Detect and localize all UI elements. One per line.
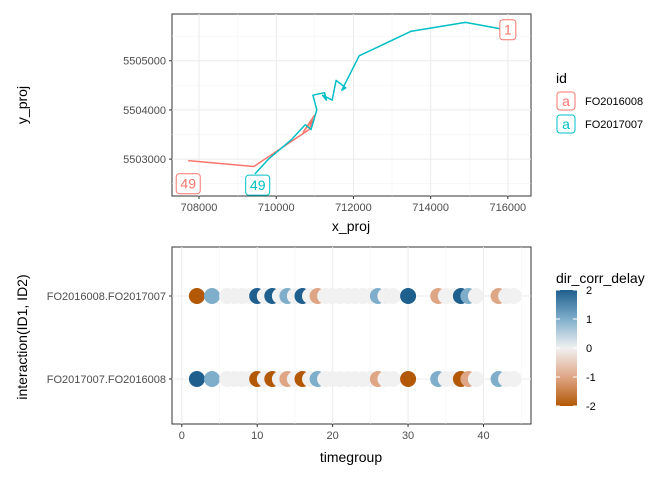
point-FO2017007.FO2016008-t2 <box>188 371 205 387</box>
legend-label: FO2017007 <box>585 119 643 131</box>
bottom-x-tick-label: 40 <box>477 430 489 442</box>
point-FO2017007.FO2016008-t28 <box>385 371 401 387</box>
top-x-tick-label: 712000 <box>335 202 372 214</box>
colorbar-legend: dir_corr_delay 2 1 0 -1 -2 <box>556 270 645 413</box>
point-FO2016008.FO2017007-t39 <box>467 288 484 304</box>
annotation-label: 49 <box>180 176 196 192</box>
annotation-box <box>175 173 201 195</box>
colorbar <box>556 290 577 406</box>
bottom-y-tick-label: FO2016008.FO2017007 <box>47 291 166 303</box>
top-x-tick-label: 708000 <box>181 202 218 214</box>
top-y-tick-label: 5505000 <box>123 56 166 68</box>
legend-key <box>556 91 576 111</box>
bottom-panel: 0 10 20 30 40 FO2017007.FO2016008 FO2016008.F… <box>14 246 532 465</box>
point-FO2016008.FO2017007-t4 <box>204 288 220 304</box>
bottom-x-tick-label: 0 <box>179 430 185 442</box>
top-panel: 1 49 49 708000 710000 712000 714000 716000 550… <box>14 13 532 234</box>
colorbar-tick-label: 0 <box>586 343 592 355</box>
top-x-tick-label: 710000 <box>258 202 295 214</box>
bottom-x-tick-label: 10 <box>251 430 263 442</box>
top-y-tick-label: 5504000 <box>123 105 166 117</box>
top-x-tick-label: 716000 <box>489 202 526 214</box>
top-x-ticks: 708000 710000 712000 714000 716000 <box>181 196 526 214</box>
bottom-points <box>188 288 522 387</box>
bottom-y-ticks: FO2017007.FO2016008 FO2016008.FO2017007 <box>47 291 172 386</box>
top-y-tick-label: 5503000 <box>123 154 166 166</box>
point-FO2016008.FO2017007-t2 <box>188 288 205 304</box>
annotation-box <box>245 174 271 196</box>
legend-entries: a FO2016008 a FO2017007 <box>556 91 643 134</box>
bottom-y-tick-label: FO2017007.FO2016008 <box>47 374 166 386</box>
colorbar-title: dir_corr_delay <box>556 270 645 286</box>
annotation-label: 49 <box>250 177 266 193</box>
point-FO2017007.FO2016008-t39 <box>467 371 484 387</box>
bottom-x-axis-title: timegroup <box>320 449 382 465</box>
legend-key-symbol: a <box>562 116 570 132</box>
legend-key-symbol: a <box>562 93 570 109</box>
bottom-x-ticks: 0 10 20 30 40 <box>179 424 490 442</box>
bottom-y-axis-title: interaction(ID1, ID2) <box>14 274 30 399</box>
point-FO2017007.FO2016008-t30 <box>400 371 417 387</box>
annotation-box <box>499 19 517 41</box>
top-y-ticks: 5503000 5504000 5505000 <box>123 56 172 166</box>
top-path-lines <box>188 21 507 175</box>
legend-key <box>556 114 576 134</box>
top-legend: id a FO2016008 a FO2017007 <box>556 70 643 134</box>
point-FO2016008.FO2017007-t30 <box>400 288 417 304</box>
colorbar-ticks: 2 1 0 -1 -2 <box>556 285 596 413</box>
top-gridlines <box>172 14 531 196</box>
path-line-FO2016008 <box>188 114 316 168</box>
point-FO2016008.FO2017007-t28 <box>385 288 401 304</box>
legend-label: FO2016008 <box>585 96 643 108</box>
top-x-axis-title: x_proj <box>332 218 370 234</box>
annotation-label: 1 <box>504 22 512 38</box>
path-line-FO2017007 <box>254 21 507 175</box>
legend-title: id <box>556 70 567 86</box>
top-y-axis-title: y_proj <box>14 86 30 124</box>
colorbar-tick-label: -2 <box>586 401 596 413</box>
bottom-x-tick-label: 30 <box>402 430 414 442</box>
top-x-tick-label: 714000 <box>412 202 449 214</box>
point-FO2017007.FO2016008-t44 <box>505 371 522 387</box>
point-FO2017007.FO2016008-t4 <box>204 371 220 387</box>
top-annotations: 1 49 49 <box>175 19 517 196</box>
colorbar-tick-label: 1 <box>586 314 592 326</box>
colorbar-tick-label: 2 <box>586 285 592 297</box>
point-FO2016008.FO2017007-t44 <box>505 288 522 304</box>
bottom-x-tick-label: 20 <box>327 430 339 442</box>
colorbar-tick-label: -1 <box>586 372 596 384</box>
